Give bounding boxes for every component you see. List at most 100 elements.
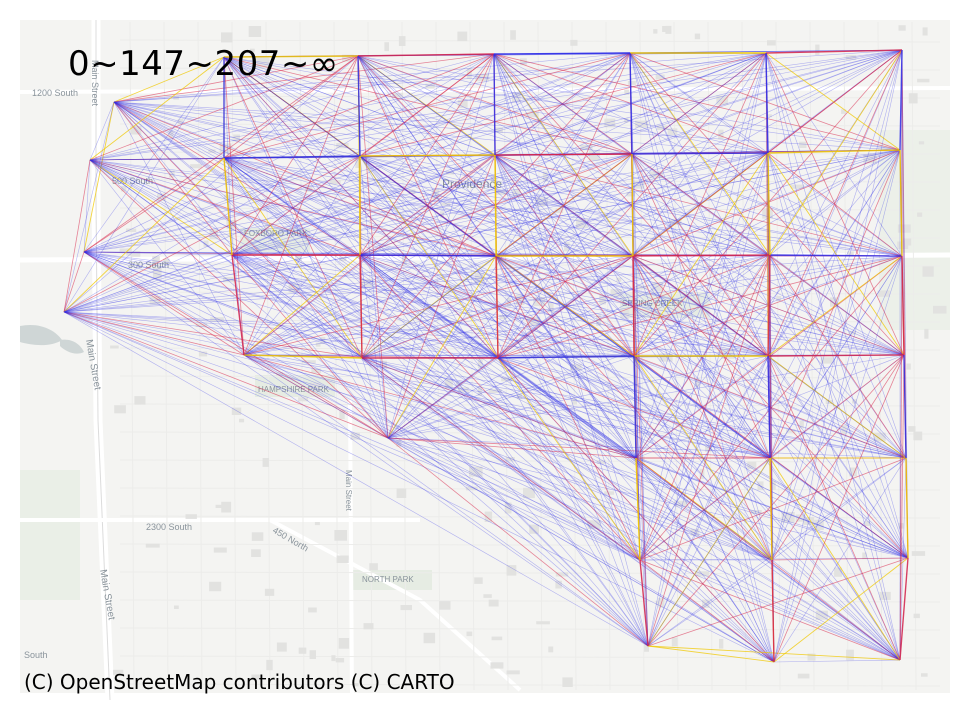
building [525, 112, 539, 118]
flow-line [89, 159, 363, 359]
building [350, 432, 360, 440]
flow-line [113, 101, 649, 647]
flow-line [63, 255, 497, 313]
building [224, 194, 235, 199]
building [226, 220, 237, 229]
building [807, 653, 816, 661]
building [309, 382, 321, 390]
flow-line [243, 52, 631, 356]
building [570, 364, 582, 370]
flow-line [223, 157, 775, 663]
flow-line [223, 56, 909, 559]
flow-line [767, 152, 901, 661]
building [596, 315, 602, 326]
building [510, 30, 516, 40]
flow-line [647, 355, 769, 647]
flow-line-major [903, 354, 907, 459]
flow-line [767, 149, 901, 357]
flow-line [89, 101, 115, 161]
flow-line [773, 557, 909, 663]
flow-line-major [359, 254, 363, 359]
building [776, 296, 782, 301]
road [269, 518, 522, 692]
map-label-street_main: Main Street [90, 60, 100, 107]
flow-line [767, 152, 907, 459]
building [814, 519, 824, 530]
flow-line [639, 355, 769, 561]
building [526, 317, 540, 326]
building [203, 240, 209, 247]
flow-line [769, 49, 903, 256]
building [446, 171, 454, 175]
flow-line [223, 157, 901, 661]
building [248, 26, 262, 37]
flow-line [63, 254, 361, 313]
building [580, 144, 593, 151]
building [440, 211, 444, 218]
flow-line [113, 52, 631, 103]
building [846, 649, 854, 661]
building [392, 93, 404, 98]
flow-line [113, 101, 633, 155]
building [847, 251, 854, 257]
flow-line [387, 254, 771, 439]
building [363, 623, 374, 630]
building [457, 31, 468, 42]
minor-road [119, 39, 941, 43]
building [174, 605, 179, 609]
flow-line [495, 255, 771, 459]
flow-line [223, 56, 233, 256]
flow-line [387, 437, 773, 561]
flow-line [223, 56, 389, 439]
building [251, 674, 260, 680]
flow-line [223, 55, 359, 159]
flow-line [89, 159, 649, 647]
flow-line [769, 254, 907, 459]
flow-line [63, 149, 901, 313]
building [149, 296, 161, 305]
flow-line-major [632, 254, 771, 257]
flow-line [113, 101, 635, 357]
building [596, 460, 606, 464]
flow-line [629, 52, 769, 357]
park-area [20, 470, 80, 600]
flow-line [361, 357, 775, 663]
building [570, 39, 578, 46]
flow-line [357, 55, 775, 663]
building [276, 372, 284, 376]
minor-road [119, 431, 941, 435]
building [750, 510, 762, 515]
flow-line [243, 152, 769, 356]
building [702, 599, 710, 608]
flow-line [387, 437, 641, 561]
flow-line-major [231, 254, 245, 356]
flow-line [387, 53, 495, 439]
building [655, 74, 665, 80]
building [863, 154, 877, 164]
building [339, 256, 347, 262]
building [599, 295, 606, 305]
building [369, 563, 378, 571]
building [121, 185, 127, 192]
flow-line [63, 254, 233, 313]
flow-line [63, 101, 115, 313]
flow-line [361, 357, 649, 647]
flow-line [767, 152, 905, 356]
flow-line [89, 159, 361, 256]
building [458, 387, 469, 393]
building [439, 601, 451, 610]
flow-line-major [767, 354, 905, 357]
flow-line [497, 357, 771, 459]
building [483, 594, 492, 598]
building [922, 27, 928, 36]
flow-line [629, 52, 769, 154]
building [533, 297, 546, 307]
flow-line-major [765, 52, 769, 154]
flow-line [243, 354, 635, 357]
flow-line [899, 457, 907, 661]
flow-line [63, 159, 91, 313]
map-label-street_main: Main Street [344, 470, 353, 512]
building [781, 512, 795, 523]
flow-line [647, 354, 905, 647]
